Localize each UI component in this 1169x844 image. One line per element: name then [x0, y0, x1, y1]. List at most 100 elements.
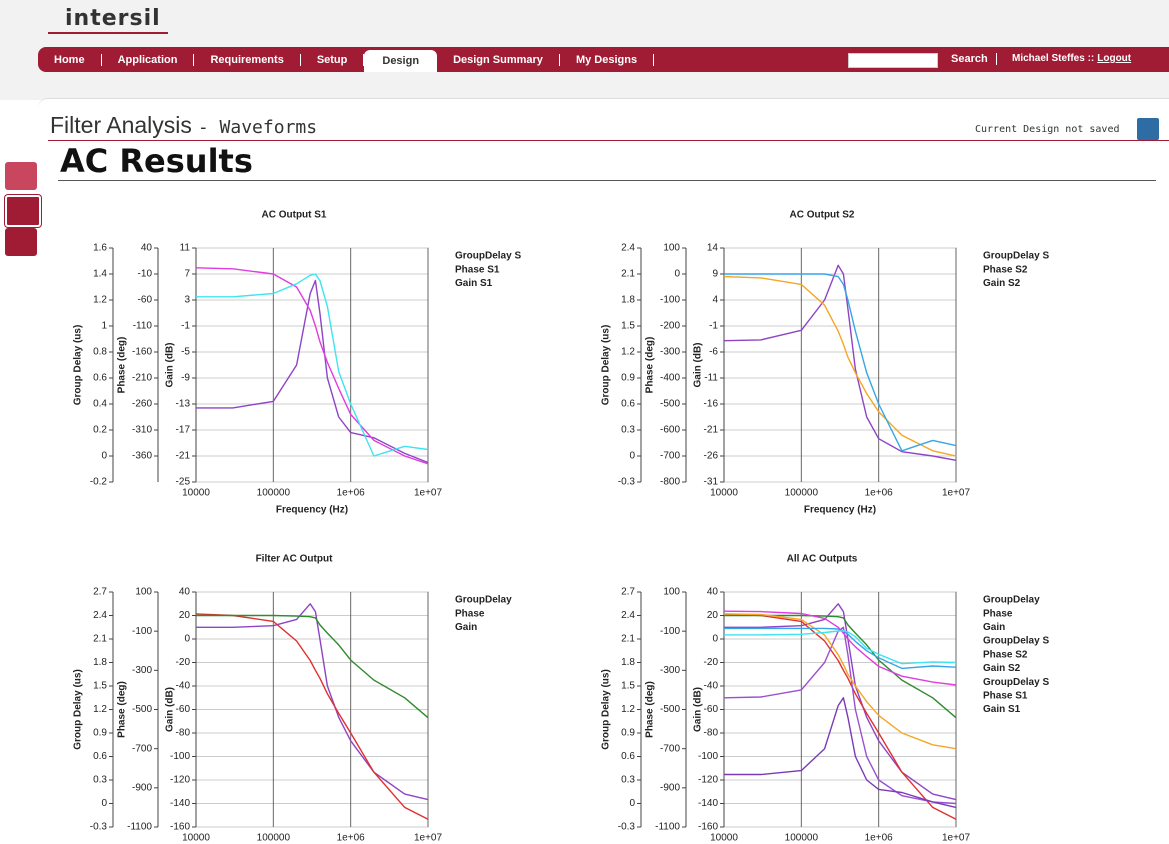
series-line [196, 273, 429, 457]
y-tick-label: 1.2 [93, 295, 107, 306]
x-tick-label: 10000 [710, 833, 738, 844]
y-tick-label: -0.3 [618, 477, 636, 488]
series-line [723, 275, 957, 457]
y-tick-label: 20 [707, 610, 719, 621]
nav-item[interactable]: My Designs [560, 53, 655, 66]
nav-item[interactable]: Application [102, 53, 195, 66]
y-tick-label: 0.3 [93, 775, 107, 786]
y-tick-label: -700 [132, 743, 152, 754]
y-tick-label: 0 [629, 451, 635, 462]
legend-entry: Phase S1 [455, 264, 500, 275]
y-tick-label: 4 [712, 295, 718, 306]
legend-entry: GroupDelay S [983, 251, 1049, 262]
y-tick-label: -400 [660, 373, 680, 384]
chart-title: AC Output S2 [790, 210, 855, 221]
x-tick-label: 1e+07 [414, 488, 443, 499]
y-tick-label: 0.6 [621, 751, 635, 762]
y-tick-label: -40 [176, 681, 191, 692]
x-tick-label: 100000 [257, 488, 291, 499]
x-tick-label: 10000 [182, 488, 210, 499]
y-tick-label: -16 [704, 399, 719, 410]
y-tick-label: -0.3 [90, 822, 108, 833]
y-tick-label: -160 [698, 822, 718, 833]
logo[interactable]: intersil [65, 6, 161, 31]
x-tick-label: 10000 [182, 833, 210, 844]
x-tick-label: 1e+07 [942, 833, 971, 844]
y-tick-label: -500 [660, 704, 680, 715]
y-tick-label: -100 [698, 751, 718, 762]
user: Michael Steffes :: Logout [1012, 53, 1131, 64]
nav-item[interactable]: Setup [301, 53, 365, 66]
y-tick-label: 0 [101, 451, 107, 462]
y-tick-label: -160 [170, 822, 190, 833]
y-tick-label: -700 [660, 451, 680, 462]
y-tick-label: 1.8 [93, 657, 107, 668]
y-tick-label: 1.5 [621, 681, 635, 692]
y-tick-label: -21 [704, 425, 719, 436]
x-tick-label: 1e+07 [414, 833, 443, 844]
y-tick-label: 0.9 [621, 728, 635, 739]
y-tick-label: -60 [704, 704, 719, 715]
y-tick-label: 0.8 [93, 347, 107, 358]
save-icon[interactable] [1137, 118, 1159, 140]
heading: AC Results [60, 142, 253, 180]
y-tick-label: 1.6 [93, 243, 107, 254]
nav-item[interactable]: Home [38, 53, 102, 66]
nav-item[interactable]: Design Summary [437, 53, 560, 66]
y-tick-label: -100 [660, 295, 680, 306]
y-tick-label: 0 [712, 634, 718, 645]
x-tick-label: 10000 [710, 488, 738, 499]
chart-title: All AC Outputs [787, 554, 858, 565]
y-tick-label: -1 [709, 321, 718, 332]
waveform-icon[interactable] [5, 195, 41, 227]
y-tick-label: -500 [132, 704, 152, 715]
y-tick-label: 40 [707, 587, 719, 598]
series-line [723, 626, 957, 805]
y-tick-label: -26 [704, 451, 719, 462]
legend-entry: Gain S1 [983, 704, 1021, 715]
y-axis-title: Phase (deg) [117, 337, 128, 394]
logo-underline [48, 32, 168, 34]
y-axis-title: Gain (dB) [693, 687, 704, 732]
y-tick-label: -0.3 [618, 822, 636, 833]
chart-title: Filter AC Output [256, 554, 334, 565]
series-line [724, 630, 957, 665]
y-tick-label: 100 [135, 587, 152, 598]
x-axis-title: Frequency (Hz) [276, 505, 348, 516]
y-tick-label: -200 [660, 321, 680, 332]
y-tick-label: -100 [170, 751, 190, 762]
legend-entry: GroupDelay [983, 595, 1040, 606]
y-tick-label: 40 [179, 587, 191, 598]
schematic-icon[interactable] [5, 162, 37, 190]
y-tick-label: 1.4 [93, 269, 107, 280]
nav-item[interactable]: Design [364, 50, 438, 72]
y-tick-label: 2.4 [621, 243, 635, 254]
legend-entry: Phase [983, 608, 1013, 619]
legend-entry: Gain S1 [455, 278, 493, 289]
y-tick-label: -120 [170, 775, 190, 786]
series-line [195, 613, 429, 820]
y-tick-label: -60 [176, 704, 191, 715]
legend-entry: GroupDelay S [455, 251, 521, 262]
x-tick-label: 1e+07 [942, 488, 971, 499]
search-button[interactable]: Search [951, 53, 997, 65]
y-tick-label: 0 [101, 798, 107, 809]
y-tick-label: 0.6 [93, 751, 107, 762]
y-tick-label: 2.7 [621, 587, 635, 598]
settings-icon[interactable] [5, 228, 37, 256]
y-tick-label: 20 [179, 610, 191, 621]
legend-entry: GroupDelay S [983, 677, 1049, 688]
y-tick-label: -120 [698, 775, 718, 786]
series-line [723, 264, 957, 461]
page-title: Filter Analysis - Waveforms [50, 112, 317, 139]
y-tick-label: 11 [180, 243, 191, 254]
logout-link[interactable]: Logout [1097, 53, 1132, 64]
series-line [723, 613, 957, 750]
y-axis-title: Group Delay (us) [601, 325, 612, 406]
series-line [196, 279, 429, 464]
y-tick-label: 2.1 [621, 269, 635, 280]
y-axis-title: Phase (deg) [117, 681, 128, 738]
search-input[interactable] [848, 53, 938, 68]
nav-item[interactable]: Requirements [194, 53, 301, 66]
series-line [723, 613, 957, 820]
